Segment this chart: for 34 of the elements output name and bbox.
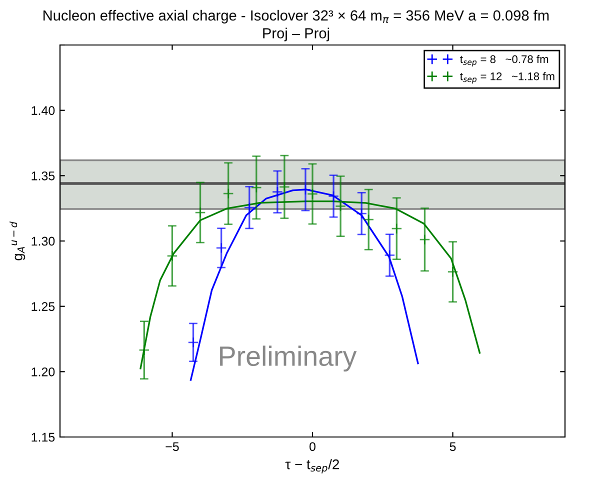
- x-tick-label: −5: [166, 442, 179, 452]
- chart-title: Nucleon effective axial charge - Isoclover 32³ × 64 m$_{π}$ = 356 MeV a = 0.098 fm: [44, 10, 549, 24]
- point: [216, 242, 227, 254]
- x-tick-label: 0: [310, 442, 316, 452]
- y-tick-label: 1.20: [32, 367, 55, 376]
- legend-label: t$_{sep}$ = 12 ~1.18 fm: [460, 72, 554, 84]
- point: [188, 336, 199, 348]
- x-axis-title: τ − t$_{sep}$/2: [285, 459, 339, 474]
- point: [363, 214, 374, 226]
- point: [278, 181, 290, 192]
- legend-label: t$_{sep}$ = 8 ~0.78 fm: [460, 55, 548, 66]
- point: [419, 234, 430, 246]
- y-tick-label: 1.35: [32, 171, 55, 180]
- point: [250, 182, 262, 194]
- chart-subtitle: Proj – Proj: [263, 28, 330, 42]
- point: [391, 223, 402, 234]
- point: [244, 202, 255, 214]
- point: [356, 208, 368, 220]
- point: [222, 188, 234, 200]
- y-tick-label: 1.30: [32, 236, 55, 246]
- point: [384, 250, 396, 261]
- annotation: Preliminary: [220, 346, 357, 372]
- y-tick-label: 1.15: [32, 432, 55, 442]
- point: [166, 250, 178, 262]
- point: [194, 206, 206, 218]
- x-tick-label: 5: [450, 442, 456, 452]
- point: [447, 266, 458, 278]
- point: [306, 188, 318, 200]
- point: [138, 344, 150, 356]
- point: [328, 190, 340, 202]
- y-axis-title: g$_{A}$$^{u−d}$: [10, 222, 26, 260]
- y-tick-label: 1.40: [32, 106, 55, 115]
- point: [272, 186, 283, 198]
- y-tick-label: 1.25: [32, 302, 55, 311]
